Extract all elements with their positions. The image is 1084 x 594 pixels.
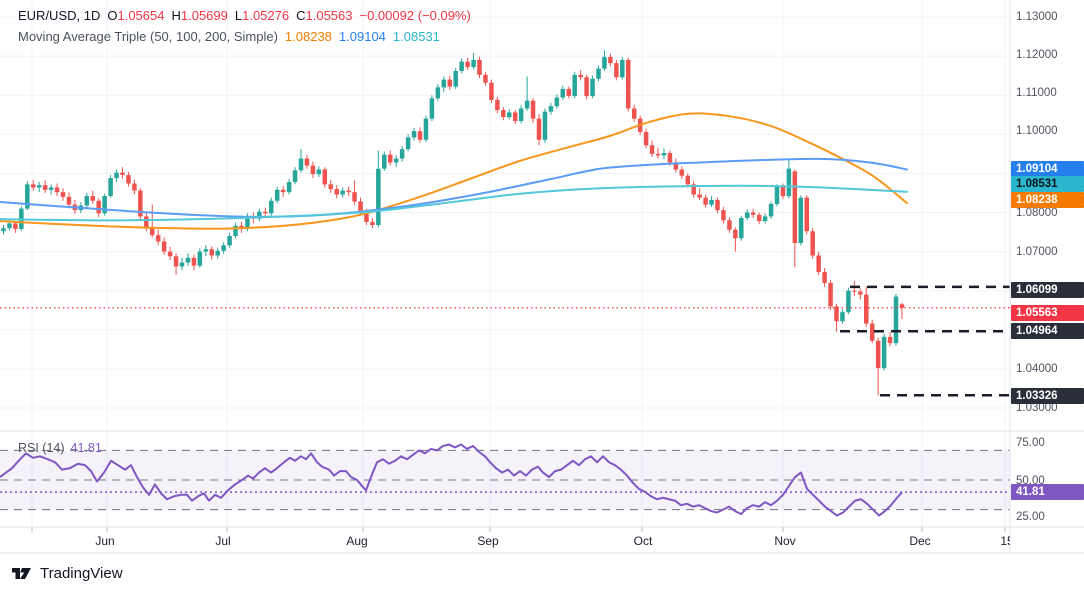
price-axis-label: 1.12000 <box>1016 49 1058 61</box>
ohlc-close: C1.05563 <box>296 8 353 23</box>
rsi-indicator-title: RSI (14) <box>18 441 65 455</box>
price-axis-label: 1.10000 <box>1016 124 1058 137</box>
price-axis-label: 1.11000 <box>1016 87 1057 99</box>
price-axis-label: 1.03000 <box>1016 402 1058 414</box>
rsi-indicator-legend[interactable]: RSI (14) 41.81 <box>18 441 102 455</box>
ma50-value: 1.08238 <box>284 29 332 44</box>
ohlc-high: H1.05699 <box>171 8 228 23</box>
ohlc-low: L1.05276 <box>234 8 290 23</box>
time-axis-label-Jun: Jun <box>95 534 115 548</box>
price-badge-1.06099: 1.06099 <box>1011 282 1084 298</box>
price-badge-1.05563: 1.05563 <box>1011 305 1084 321</box>
price-badge-41.81: 41.81 <box>1011 484 1084 500</box>
tradingview-logo-icon <box>12 568 31 579</box>
change-value: −0.00092 (−0.09%) <box>359 8 471 23</box>
price-axis-label: 1.13000 <box>1016 11 1058 23</box>
ohlc-open: O1.05654 <box>107 8 165 23</box>
symbol-legend[interactable]: EUR/USD, 1D O1.05654 H1.05699 L1.05276 C… <box>18 8 471 23</box>
price-axis-label: 1.07000 <box>1016 245 1058 258</box>
ma100-value: 1.09104 <box>338 29 386 44</box>
price-axis-label: 25.00 <box>1016 511 1045 524</box>
symbol-title[interactable]: EUR/USD, 1D <box>18 8 101 23</box>
price-axis-label: 1.08000 <box>1016 206 1058 219</box>
rsi-value: 41.81 <box>70 441 102 455</box>
price-axis-label: 75.00 <box>1016 437 1045 449</box>
price-badge-1.08238: 1.08238 <box>1011 192 1084 208</box>
time-axis[interactable]: Jun Jul Aug Sep Oct Nov Dec 15 <box>0 527 1010 553</box>
tradingview-logo[interactable]: TradingView <box>12 565 123 582</box>
time-axis-label-Nov: Nov <box>774 534 796 548</box>
ma-indicator-title: Moving Average Triple (50, 100, 200, Sim… <box>18 29 278 44</box>
price-badge-1.03326: 1.03326 <box>1011 387 1084 404</box>
time-axis-label-Jul: Jul <box>215 534 231 548</box>
time-axis-label-Aug: Aug <box>346 534 368 548</box>
time-axis-label-Dec: Dec <box>909 534 931 548</box>
price-badge-1.09104: 1.09104 <box>1011 160 1084 177</box>
tradingview-logo-text: TradingView <box>40 565 123 582</box>
time-axis-label-Oct: Oct <box>633 534 653 548</box>
time-axis-label-Sep: Sep <box>477 534 499 548</box>
ma200-value: 1.08531 <box>392 29 440 44</box>
price-badge-1.04964: 1.04964 <box>1011 323 1084 339</box>
price-axis-label: 50.00 <box>1016 474 1045 487</box>
price-axis-label: 1.04000 <box>1016 362 1058 375</box>
price-badge-1.08531: 1.08531 <box>1011 175 1084 192</box>
ma-indicator-legend[interactable]: Moving Average Triple (50, 100, 200, Sim… <box>18 29 440 44</box>
price-axis[interactable] <box>1010 0 1084 553</box>
time-axis-label-15: 15 <box>1000 534 1010 548</box>
